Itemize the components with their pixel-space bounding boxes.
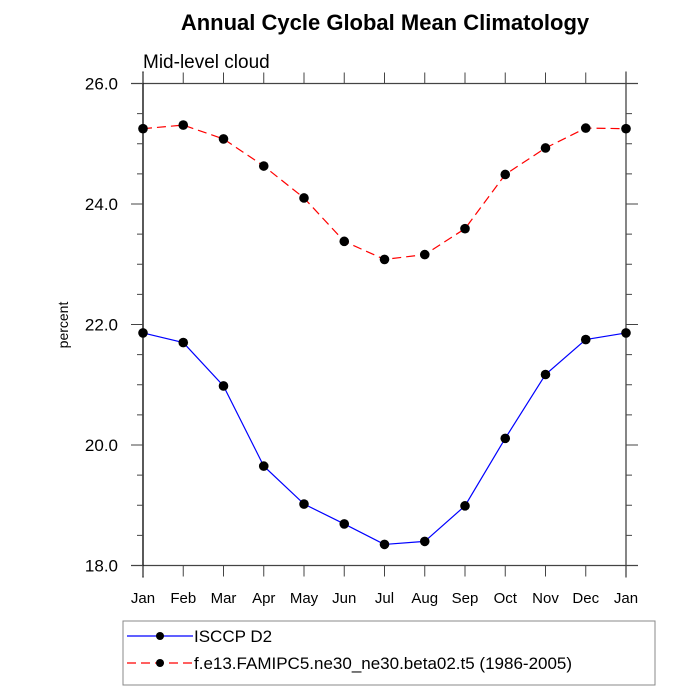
data-point — [580, 334, 591, 345]
data-point — [218, 381, 229, 391]
x-tick-label: Jan — [614, 590, 638, 607]
data-point — [419, 536, 430, 547]
legend-label: f.e13.FAMIPC5.ne30_ne30.beta02.t5 (1986-… — [194, 654, 572, 673]
data-point — [500, 169, 511, 180]
y-axis-label: percent — [55, 302, 71, 349]
x-tick-label: Nov — [532, 590, 559, 607]
x-tick-label: Mar — [211, 590, 237, 607]
data-point — [258, 161, 269, 171]
series-layer — [138, 120, 631, 550]
axes: Jan Feb Mar Apr May Jun Jul Aug Sep Oct Nov Dec Jan 1… — [85, 71, 638, 607]
x-tick-label: Apr — [252, 590, 275, 607]
series-1 — [138, 328, 631, 550]
data-point — [460, 223, 470, 234]
series-line — [142, 124, 627, 261]
data-point — [178, 337, 189, 348]
data-point — [339, 519, 350, 529]
legend: ISCCP D2 f.e13.FAMIPC5.ne30_ne30.beta02.t… — [122, 620, 656, 686]
data-point — [299, 499, 309, 509]
data-point — [500, 433, 511, 444]
y-tick-label: 22.0 — [85, 316, 118, 335]
x-tick-label: May — [290, 590, 319, 607]
legend-label: ISCCP D2 — [194, 627, 272, 646]
legend-marker — [156, 659, 164, 667]
chart-title: Annual Cycle Global Mean Climatology — [181, 10, 590, 35]
data-point — [419, 249, 430, 260]
data-point — [138, 123, 148, 134]
x-tick-label: Jan — [131, 590, 155, 607]
data-point — [540, 369, 551, 380]
data-point — [299, 193, 309, 203]
data-point — [460, 501, 470, 511]
y-tick-label: 24.0 — [85, 195, 118, 214]
legend-item-1: ISCCP D2 — [127, 627, 272, 646]
y-tick-label: 26.0 — [85, 75, 118, 94]
series-line — [142, 332, 627, 546]
series-2 — [138, 120, 631, 265]
x-tick-label: Oct — [494, 590, 518, 607]
data-point — [379, 539, 390, 550]
data-point — [339, 236, 350, 247]
legend-box — [122, 620, 656, 686]
y-tick-label: 18.0 — [85, 557, 118, 576]
data-point — [540, 143, 551, 153]
x-tick-label: Jul — [375, 590, 394, 607]
x-tick-label: Feb — [170, 590, 196, 607]
data-point — [621, 123, 631, 134]
data-point — [218, 134, 229, 144]
data-point — [138, 328, 148, 338]
data-point — [379, 254, 390, 265]
data-point — [178, 120, 189, 130]
legend-item-2: f.e13.FAMIPC5.ne30_ne30.beta02.t5 (1986-… — [127, 654, 572, 673]
y-tick-label: 20.0 — [85, 436, 118, 455]
data-point — [580, 123, 591, 133]
legend-marker — [156, 632, 164, 640]
x-tick-label: Jun — [332, 590, 356, 607]
x-tick-label: Dec — [572, 590, 599, 607]
data-point — [258, 461, 269, 471]
data-point — [621, 328, 631, 338]
x-tick-label: Sep — [452, 590, 479, 607]
x-tick-label: Aug — [411, 590, 438, 607]
chart-subtitle: Mid-level cloud — [143, 52, 270, 73]
